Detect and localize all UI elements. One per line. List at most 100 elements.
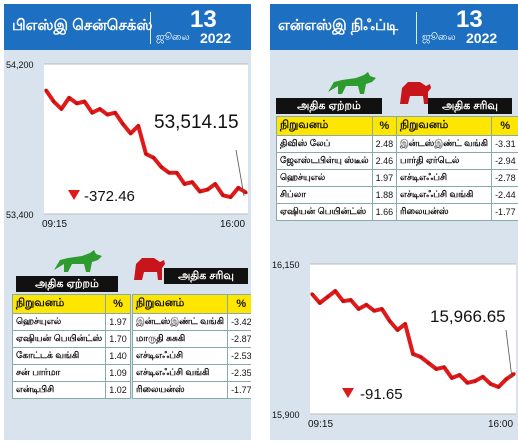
sensex-losers-table: நிறுவனம் % இன்டஸ்இண்ட் வங்கி -3.42 மாருதி… — [131, 294, 251, 399]
bear-icon — [400, 82, 431, 104]
data-point — [44, 88, 48, 92]
callout-line — [505, 329, 513, 379]
table-row: மாருதி சுசுகி -2.87 — [131, 330, 251, 348]
losers-title: அதிக சரிவு — [164, 268, 248, 284]
data-point — [434, 367, 438, 371]
x-tick-label: 09:15 — [42, 219, 67, 230]
x-tick-label: 16:00 — [488, 419, 513, 430]
sensex-gainers-table: நிறுவனம் % ஹெச்யுஎல் 1.97 ஏஷியன் பெயின்ட்… — [11, 294, 131, 399]
bull-icon — [328, 72, 376, 94]
data-point — [310, 292, 314, 296]
header-divider — [150, 12, 151, 44]
data-point — [82, 99, 87, 104]
data-point — [98, 107, 102, 111]
table-header-row: நிறுவனம் % — [131, 294, 251, 314]
data-point — [152, 156, 156, 160]
nifty-line-chart: 16,150 15,900 09:15 16:00 15,966.65 -91.65 — [272, 260, 516, 430]
nifty-title: என்எஸ்இ நிஃப்டி — [278, 17, 399, 34]
y-tick-label: 15,900 — [272, 410, 300, 420]
gainers-title: அதிக ஏற்றம் — [276, 98, 382, 114]
data-point — [190, 180, 194, 184]
data-point — [75, 101, 79, 105]
nifty-gainers-table: நிறுவனம் % திவிஸ் லேப் 2.48 ஜேஎஸ்டபிள்யு … — [276, 116, 398, 221]
data-point — [205, 188, 210, 192]
date-year: 2022 — [200, 30, 232, 46]
data-point — [244, 191, 248, 195]
data-point — [442, 365, 446, 369]
y-tick-label: 54,200 — [6, 60, 34, 70]
col-pct: % — [105, 294, 131, 314]
x-tick-label: 09:15 — [308, 419, 333, 430]
losers-title: அதிக சரிவு — [428, 98, 512, 114]
data-point — [489, 382, 493, 386]
close-value-label: 53,514.15 — [154, 112, 239, 133]
table-header-row: நிறுவனம் % — [11, 294, 131, 314]
data-point — [113, 111, 117, 115]
date-year: 2022 — [466, 30, 498, 46]
data-point — [458, 373, 462, 377]
data-point — [121, 122, 125, 126]
close-value-label: 15,966.65 — [430, 307, 506, 326]
table-row: பார்தி ஏர்டெல் -2.94 — [395, 152, 518, 170]
col-company: நிறுவனம் — [11, 294, 107, 314]
data-point — [182, 182, 187, 186]
data-point — [221, 193, 225, 197]
plot-area — [44, 64, 248, 214]
data-point — [465, 381, 469, 385]
change-value-label: -91.65 — [360, 386, 403, 403]
data-point — [496, 385, 501, 389]
sensex-panel: பிஎஸ்இ சென்செக்ஸ் 13 ஜூலை 2022 54,200 53,… — [4, 4, 251, 440]
data-point — [105, 113, 110, 117]
date-day: 13 — [190, 6, 217, 33]
data-point — [512, 372, 516, 376]
table-row: கோட்டக் வங்கி 1.40 — [11, 347, 131, 365]
col-company: நிறுவனம் — [276, 116, 373, 136]
date-day: 13 — [456, 6, 483, 33]
data-point — [395, 328, 400, 332]
bear-icon — [134, 258, 165, 280]
table-row: எச்டிஎஃப்சி வங்கி -2.35 — [131, 364, 251, 382]
table-row: இன்டஸ்இண்ட் வங்கி -3.31 — [395, 135, 518, 153]
y-tick-label: 53,400 — [6, 210, 34, 220]
header-divider — [416, 12, 417, 44]
data-point — [129, 131, 133, 135]
data-point — [504, 377, 508, 381]
callout-line — [235, 149, 245, 197]
table-row: ஹெச்யுஎல் 1.97 — [11, 313, 131, 331]
data-point — [426, 361, 431, 365]
table-header-row: நிறுவனம் % — [276, 116, 398, 136]
data-point — [473, 379, 477, 383]
data-point — [167, 171, 171, 175]
data-point — [333, 289, 337, 293]
data-point — [364, 303, 368, 307]
table-row: ஏஷியன் பெயின்ட்ஸ் 1.70 — [11, 330, 131, 348]
nifty-losers-table: நிறுவனம் % இன்டஸ்இண்ட் வங்கி -3.31 பார்தி… — [395, 116, 518, 221]
sensex-header: பிஎஸ்இ சென்செக்ஸ் 13 ஜூலை 2022 — [4, 4, 251, 50]
table-row: இன்டஸ்இண்ட் வங்கி -3.42 — [131, 313, 251, 331]
table-row: எச்டிஎஃப்சி வங்கி -2.44 — [395, 186, 518, 204]
bull-icon — [54, 250, 102, 272]
data-point — [59, 107, 63, 111]
table-row: ஹெச்யுஎல் 1.97 — [276, 169, 398, 187]
data-point — [198, 189, 202, 194]
down-arrow-icon — [68, 190, 80, 200]
col-pct: % — [227, 294, 251, 314]
sensex-line-chart: 54,200 53,400 09:15 16:00 53,514.15 -372.4… — [6, 60, 248, 230]
x-tick-label: 16:00 — [220, 219, 245, 230]
table-row: எச்டிஎஃப்சி -2.78 — [395, 169, 518, 187]
data-point — [67, 96, 71, 100]
data-point — [325, 295, 330, 299]
data-point — [450, 376, 454, 380]
data-point — [380, 307, 384, 311]
data-point — [136, 124, 140, 128]
date-month: ஜூலை — [422, 32, 456, 43]
table-row: ரிலையன்ஸ் -1.77 — [131, 381, 251, 399]
table-row: ரிலையன்ஸ் -1.77 — [395, 203, 518, 221]
y-tick-label: 16,150 — [272, 260, 300, 270]
table-header-row: நிறுவனம் % — [395, 116, 518, 136]
data-point — [411, 352, 415, 356]
data-point — [236, 186, 240, 190]
table-row: சிப்லா 1.88 — [276, 186, 398, 204]
nifty-header: என்எஸ்இ நிஃப்டி 13 ஜூலை 2022 — [270, 4, 518, 50]
data-point — [229, 195, 233, 199]
